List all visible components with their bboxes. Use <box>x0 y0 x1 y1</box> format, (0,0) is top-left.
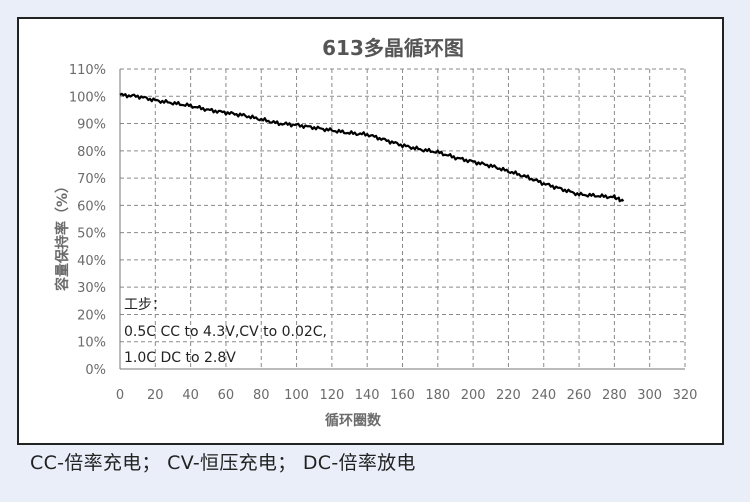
x-tick-label: 100 <box>284 388 309 403</box>
x-tick-label: 320 <box>673 388 698 403</box>
y-tick-label: 100% <box>69 90 106 105</box>
y-tick-label: 90% <box>77 118 106 133</box>
x-tick-label: 120 <box>319 388 344 403</box>
grid <box>119 68 686 370</box>
annotation-line-3: 1.0C DC to 2.8V <box>124 350 236 366</box>
x-tick-label: 300 <box>637 388 662 403</box>
y-tick-label: 40% <box>77 254 106 269</box>
series-line <box>119 92 625 203</box>
chart-svg: 613多晶循环图 0% 10% 20% 30% 40% 50% 60% 70% 80% 90% 10… <box>54 36 698 429</box>
caption: CC-倍率充电； CV-恒压充电； DC-倍率放电 <box>30 452 416 474</box>
x-tick-label: 0 <box>116 388 124 403</box>
y-tick-labels: 0% 10% 20% 30% 40% 50% 60% 70% 80% 90% 100% 110% <box>69 63 106 378</box>
x-tick-label: 200 <box>461 388 486 403</box>
series-group <box>119 92 625 203</box>
x-tick-label: 160 <box>390 388 415 403</box>
x-tick-label: 180 <box>425 388 450 403</box>
x-axis-label: 循环圈数 <box>325 412 382 429</box>
y-tick-label: 70% <box>77 172 106 187</box>
y-tick-label: 110% <box>69 63 106 78</box>
chart-frame: 613多晶循环图 0% 10% 20% 30% 40% 50% 60% 70% 80% 90% 10… <box>17 17 724 445</box>
y-tick-label: 50% <box>77 227 106 242</box>
x-tick-label: 20 <box>147 388 164 403</box>
x-tick-label: 260 <box>567 388 592 403</box>
x-tick-label: 240 <box>531 388 556 403</box>
y-tick-label: 80% <box>77 145 106 160</box>
x-tick-label: 80 <box>253 388 270 403</box>
x-tick-label: 280 <box>602 388 627 403</box>
y-axis-label: 容量保持率（%） <box>54 179 71 292</box>
y-tick-label: 10% <box>77 336 106 351</box>
y-tick-label: 0% <box>85 363 106 378</box>
y-tick-label: 60% <box>77 199 106 214</box>
y-tick-label: 30% <box>77 281 106 296</box>
x-tick-label: 140 <box>355 388 380 403</box>
annotation-line-1: 工步： <box>124 297 166 313</box>
y-tick-label: 20% <box>77 308 106 323</box>
x-tick-label: 40 <box>182 388 199 403</box>
chart-title: 613多晶循环图 <box>322 36 464 60</box>
x-tick-label: 60 <box>218 388 235 403</box>
x-tick-label: 220 <box>496 388 521 403</box>
x-tick-labels: 0 20 40 60 80 100 120 140 160 180 200 220 240 260 280 3… <box>116 388 698 403</box>
annotation-line-2: 0.5C CC to 4.3V,CV to 0.02C, <box>124 324 327 340</box>
annotation-box: 工步： 0.5C CC to 4.3V,CV to 0.02C, 1.0C DC… <box>124 297 327 366</box>
